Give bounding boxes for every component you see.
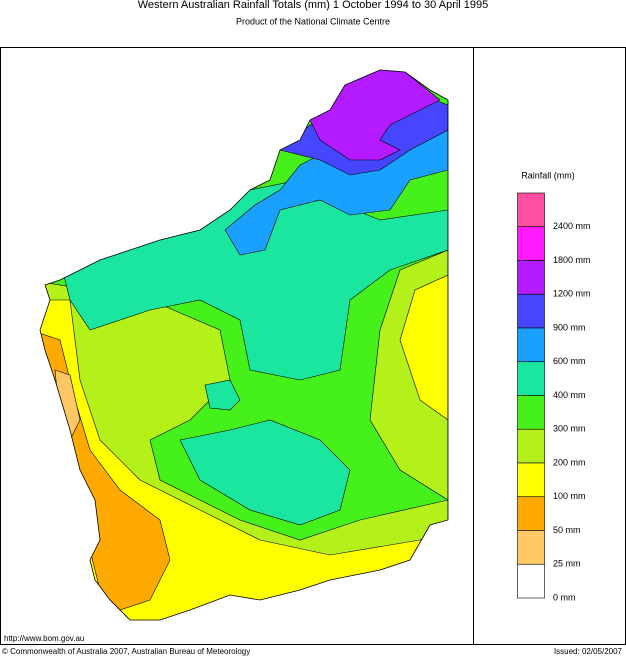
legend-swatch bbox=[517, 496, 545, 531]
subtitle: Product of the National Climate Centre bbox=[236, 16, 390, 26]
legend-swatch bbox=[517, 260, 545, 295]
legend-label: 0 mm bbox=[553, 592, 576, 602]
coastline bbox=[39, 69, 449, 621]
legend-swatch bbox=[517, 530, 545, 565]
footer-url: http://www.bom.gov.au bbox=[4, 634, 84, 643]
legend-label: 2400 mm bbox=[553, 221, 591, 231]
legend-label: 1200 mm bbox=[553, 289, 591, 299]
footer-copyright: © Commonwealth of Australia 2007, Austra… bbox=[2, 647, 250, 656]
legend: 2400 mm 1800 mm 1200 mm 900 mm 600 mm 400 mm 3… bbox=[517, 192, 591, 602]
legend-label: 50 mm bbox=[553, 525, 581, 535]
legend-label: 900 mm bbox=[553, 322, 586, 332]
legend-swatch bbox=[517, 462, 545, 498]
legend-label: 25 mm bbox=[553, 559, 581, 569]
legend-swatch bbox=[517, 361, 545, 396]
legend-label: 100 mm bbox=[553, 491, 586, 501]
legend-label: 300 mm bbox=[553, 424, 586, 434]
legend-swatch bbox=[517, 293, 545, 329]
legend-swatch bbox=[517, 395, 545, 430]
legend-swatch bbox=[517, 428, 545, 464]
legend-swatch bbox=[517, 327, 545, 363]
legend-swatch bbox=[517, 192, 545, 228]
legend-label: 400 mm bbox=[553, 390, 586, 400]
legend-label: 600 mm bbox=[553, 356, 586, 366]
legend-title: Rainfall (mm) bbox=[521, 170, 575, 180]
footer-issued: Issued: 02/05/2007 bbox=[554, 647, 623, 656]
legend-label: 1800 mm bbox=[553, 255, 591, 265]
legend-swatch bbox=[517, 226, 545, 261]
title: Western Australian Rainfall Totals (mm) … bbox=[138, 0, 489, 11]
legend-label: 200 mm bbox=[553, 457, 586, 467]
legend-swatch bbox=[517, 563, 545, 599]
rainfall-map bbox=[40, 70, 448, 620]
